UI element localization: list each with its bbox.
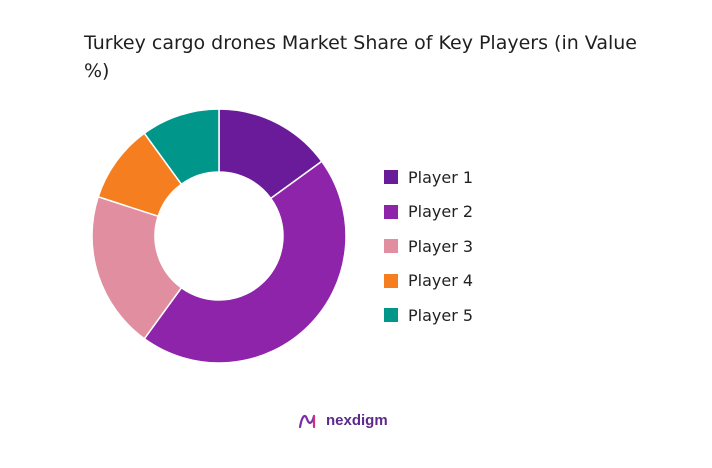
legend-label: Player 4 xyxy=(408,271,474,291)
chart-title: Turkey cargo drones Market Share of Key … xyxy=(84,32,637,82)
legend-label: Player 1 xyxy=(408,167,474,187)
legend-swatch xyxy=(384,308,398,323)
legend-item: Player 5 xyxy=(384,298,473,333)
legend-item: Player 1 xyxy=(384,160,473,195)
legend-item: Player 4 xyxy=(384,264,473,299)
legend-swatch xyxy=(384,239,398,254)
legend-swatch xyxy=(384,273,398,288)
brand-logo: nexdigm xyxy=(298,410,388,430)
brand-name: nexdigm xyxy=(326,411,388,429)
legend-swatch xyxy=(384,170,398,185)
legend-swatch xyxy=(384,204,398,219)
nexdigm-logo-icon xyxy=(298,414,316,429)
legend-label: Player 5 xyxy=(408,305,474,325)
chart-legend: Player 1 Player 2 Player 3 Player 4 Play… xyxy=(384,160,473,333)
legend-item: Player 3 xyxy=(384,229,473,264)
donut-slice-player-2 xyxy=(143,160,347,364)
legend-item: Player 2 xyxy=(384,195,473,230)
legend-label: Player 2 xyxy=(408,202,474,222)
donut-slice-player-5 xyxy=(143,108,220,186)
legend-label: Player 3 xyxy=(408,236,474,256)
